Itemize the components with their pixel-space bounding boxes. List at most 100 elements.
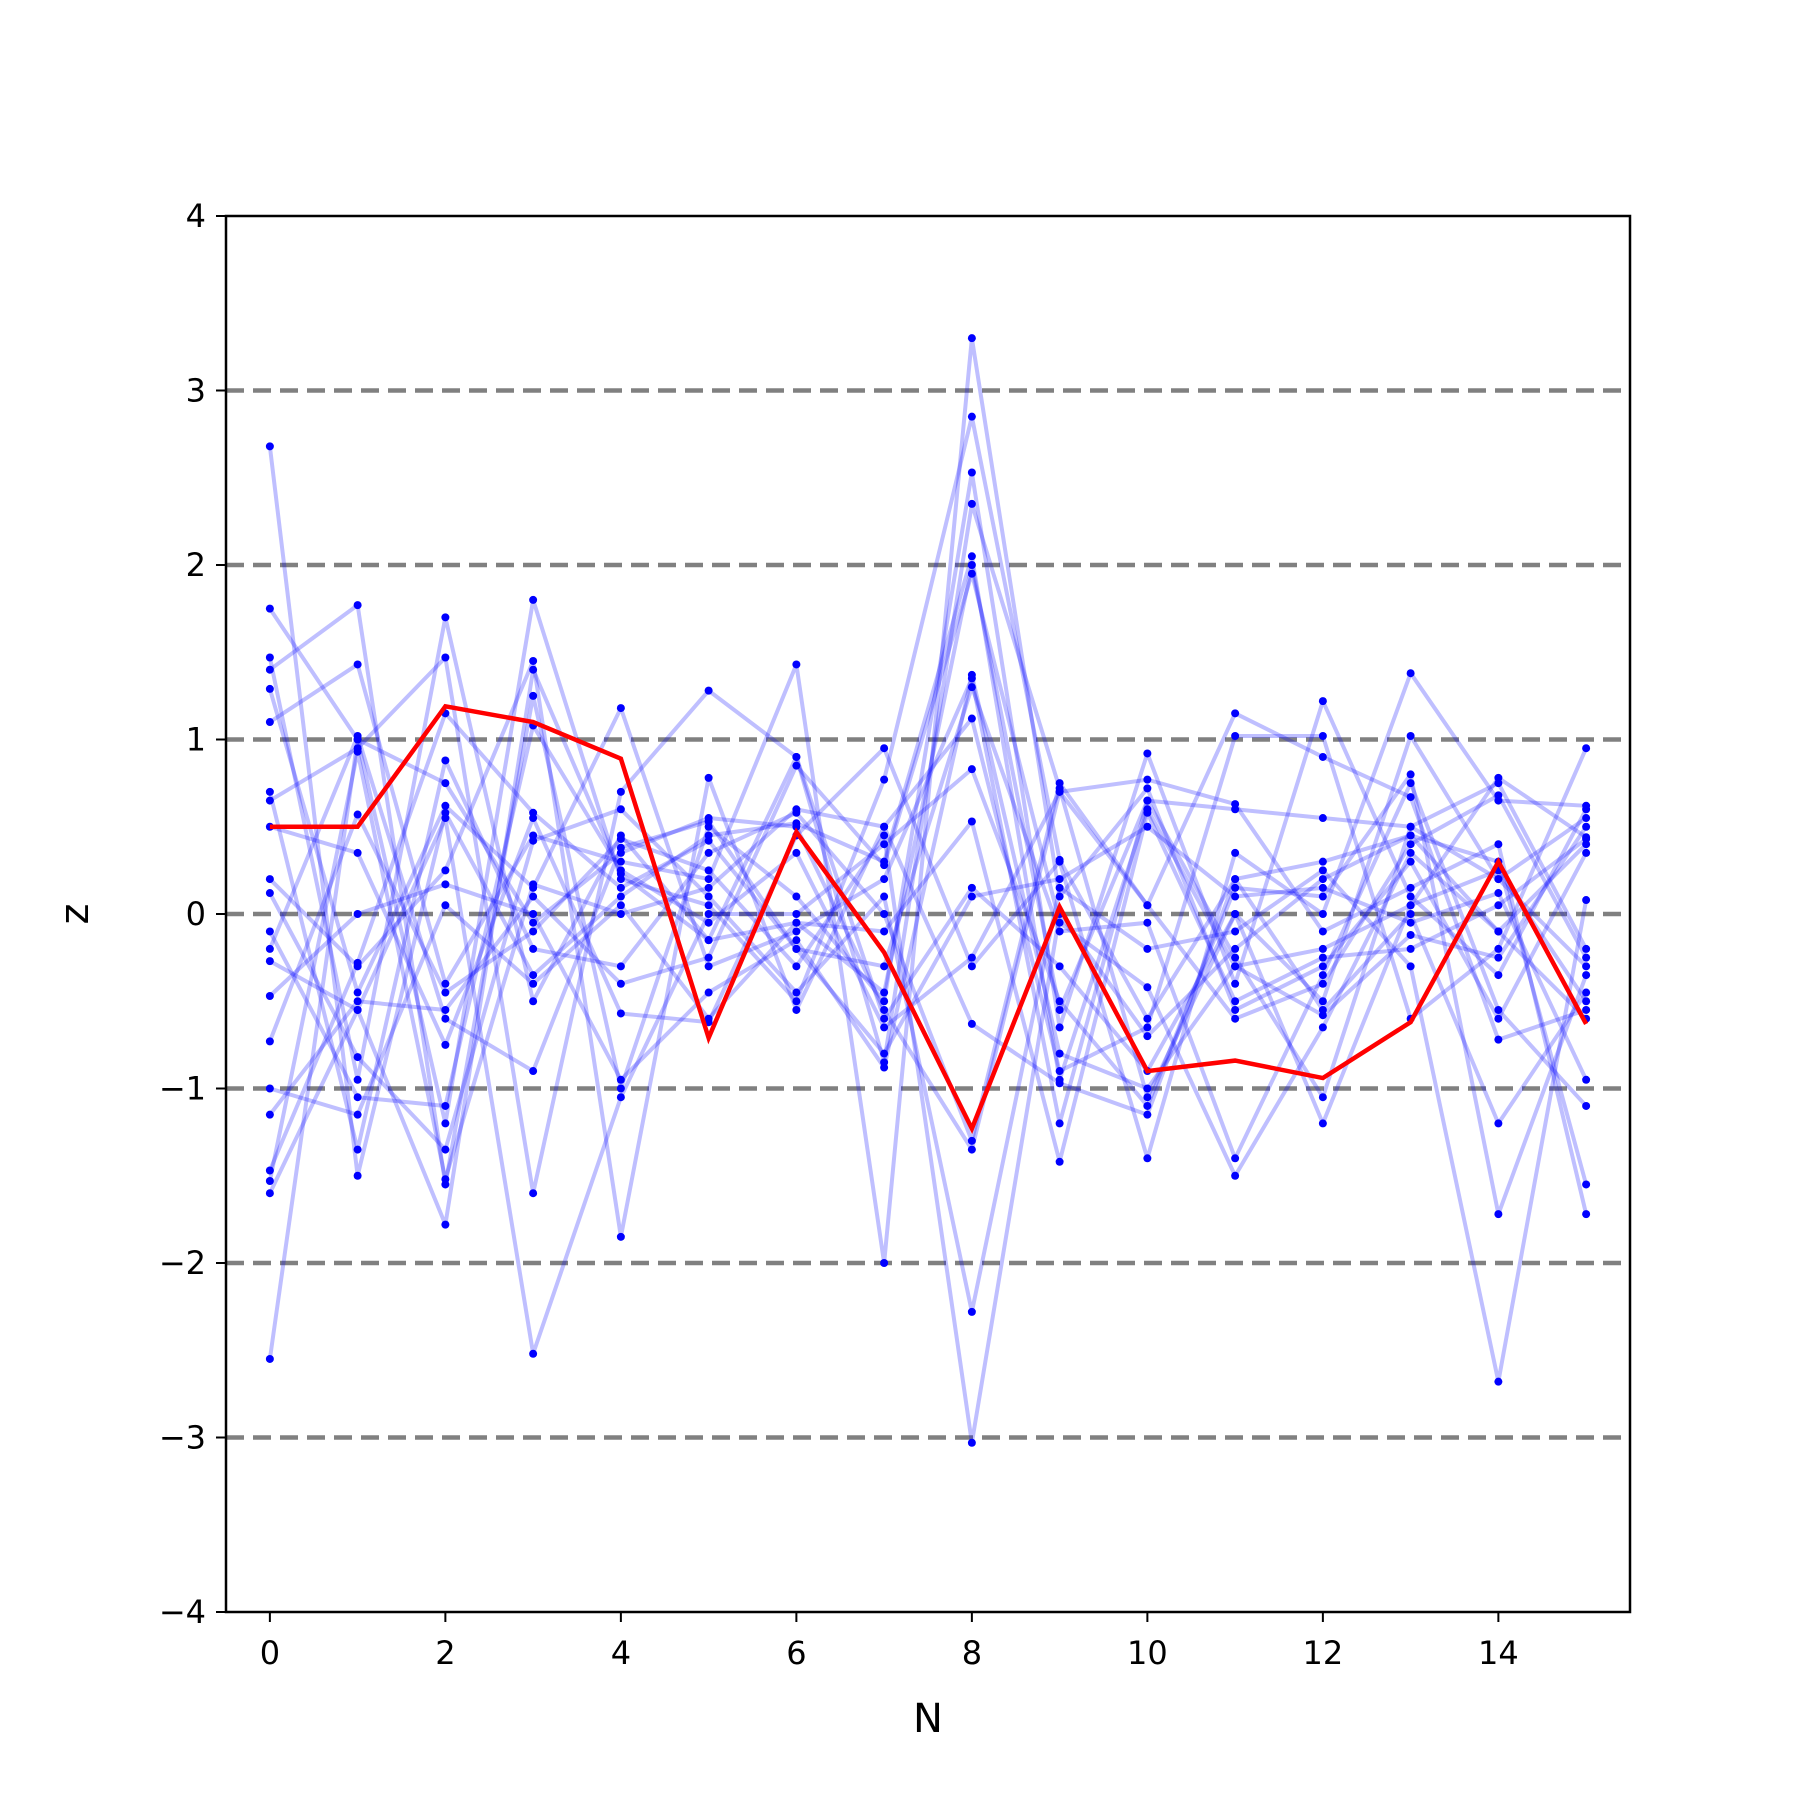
series-point [1318,875,1327,884]
series-point [704,910,713,918]
series-point [265,1166,274,1175]
series-point [967,1145,976,1154]
series-point [529,927,538,936]
series-point [1143,918,1152,927]
series-point [1494,889,1503,898]
series-point [1406,848,1415,857]
series-point [1406,944,1415,953]
series-line-12 [268,685,1588,1161]
series-point [1231,910,1240,918]
series-point [1494,875,1503,884]
series-point [792,910,801,918]
series-line-16 [269,810,1588,1164]
highlight-line [269,703,1589,1135]
series-point [1231,997,1240,1006]
series-point [792,936,801,945]
x-tick-label: 2 [435,1634,455,1672]
series-point [529,665,538,674]
series-line-4 [267,676,1588,1126]
series-point [967,552,976,561]
series-point [1143,1032,1152,1041]
series-point [529,944,538,953]
series-point [265,944,274,953]
series-point [441,756,450,765]
series-point [967,1136,976,1145]
series-point [1318,1005,1327,1014]
series-point [1143,1093,1152,1102]
series-point [1494,791,1503,800]
series-point [529,1189,538,1198]
y-tick-label: 4 [186,197,206,235]
series-point [1582,896,1591,905]
series-point [967,670,976,679]
series-point [441,1005,450,1014]
series-point [353,988,362,997]
series-point [704,866,713,875]
series-point [616,704,625,713]
series-point [704,848,713,857]
series-point [353,747,362,756]
series-point [616,1084,625,1093]
series-point [1055,927,1064,936]
series-point [1582,944,1591,953]
series-point [880,962,889,971]
series-point [529,979,538,988]
series-point [1494,840,1503,849]
series-point [1143,944,1152,953]
series-point [1318,883,1327,892]
series-point [265,875,274,884]
series-line-5 [268,336,1588,1265]
series-point [1318,892,1327,901]
series-point [353,1171,362,1180]
series-point [1494,901,1503,910]
series-line-3 [268,470,1588,1187]
series-point [880,831,889,840]
series-point [704,953,713,962]
series-point [967,962,976,971]
series-line-9 [268,658,1588,1239]
series-point [441,1014,450,1023]
series-point [265,927,274,936]
series-point [1406,901,1415,910]
series-point [529,595,538,604]
series-point [1582,953,1591,962]
series-point [1582,1210,1591,1219]
series-point [1143,1154,1152,1163]
series-point [1318,944,1327,953]
series-point [792,822,801,831]
series-point [529,918,538,927]
series-line-20 [268,563,1588,1227]
series-point [1494,1377,1503,1386]
x-tick-label: 12 [1303,1634,1344,1672]
series-point [880,861,889,870]
series-point [1055,1067,1064,1076]
series-point [265,957,274,966]
series-point [1143,983,1152,992]
series-line-21 [267,737,1588,1360]
series-point [967,412,976,421]
series-point [353,1110,362,1119]
series-point [1494,944,1503,953]
series-point [441,801,450,810]
series-point [1318,953,1327,962]
series-point [1055,1005,1064,1014]
series-point [967,499,976,508]
series-point [353,810,362,819]
series-point [1231,800,1240,809]
series-point [880,1014,889,1023]
series-point [353,1053,362,1062]
series-point [529,880,538,889]
series-point [353,1005,362,1014]
series-point [616,979,625,988]
series-point [792,892,801,901]
series-line-17 [268,571,1588,1178]
series-point [1143,796,1152,805]
series-point [1318,910,1327,918]
series-point [265,889,274,898]
series-point [792,944,801,953]
series-point [441,866,450,875]
series-point [1143,1084,1152,1093]
series-point [1318,979,1327,988]
series-point [967,1307,976,1316]
x-tick-label: 0 [260,1634,280,1672]
